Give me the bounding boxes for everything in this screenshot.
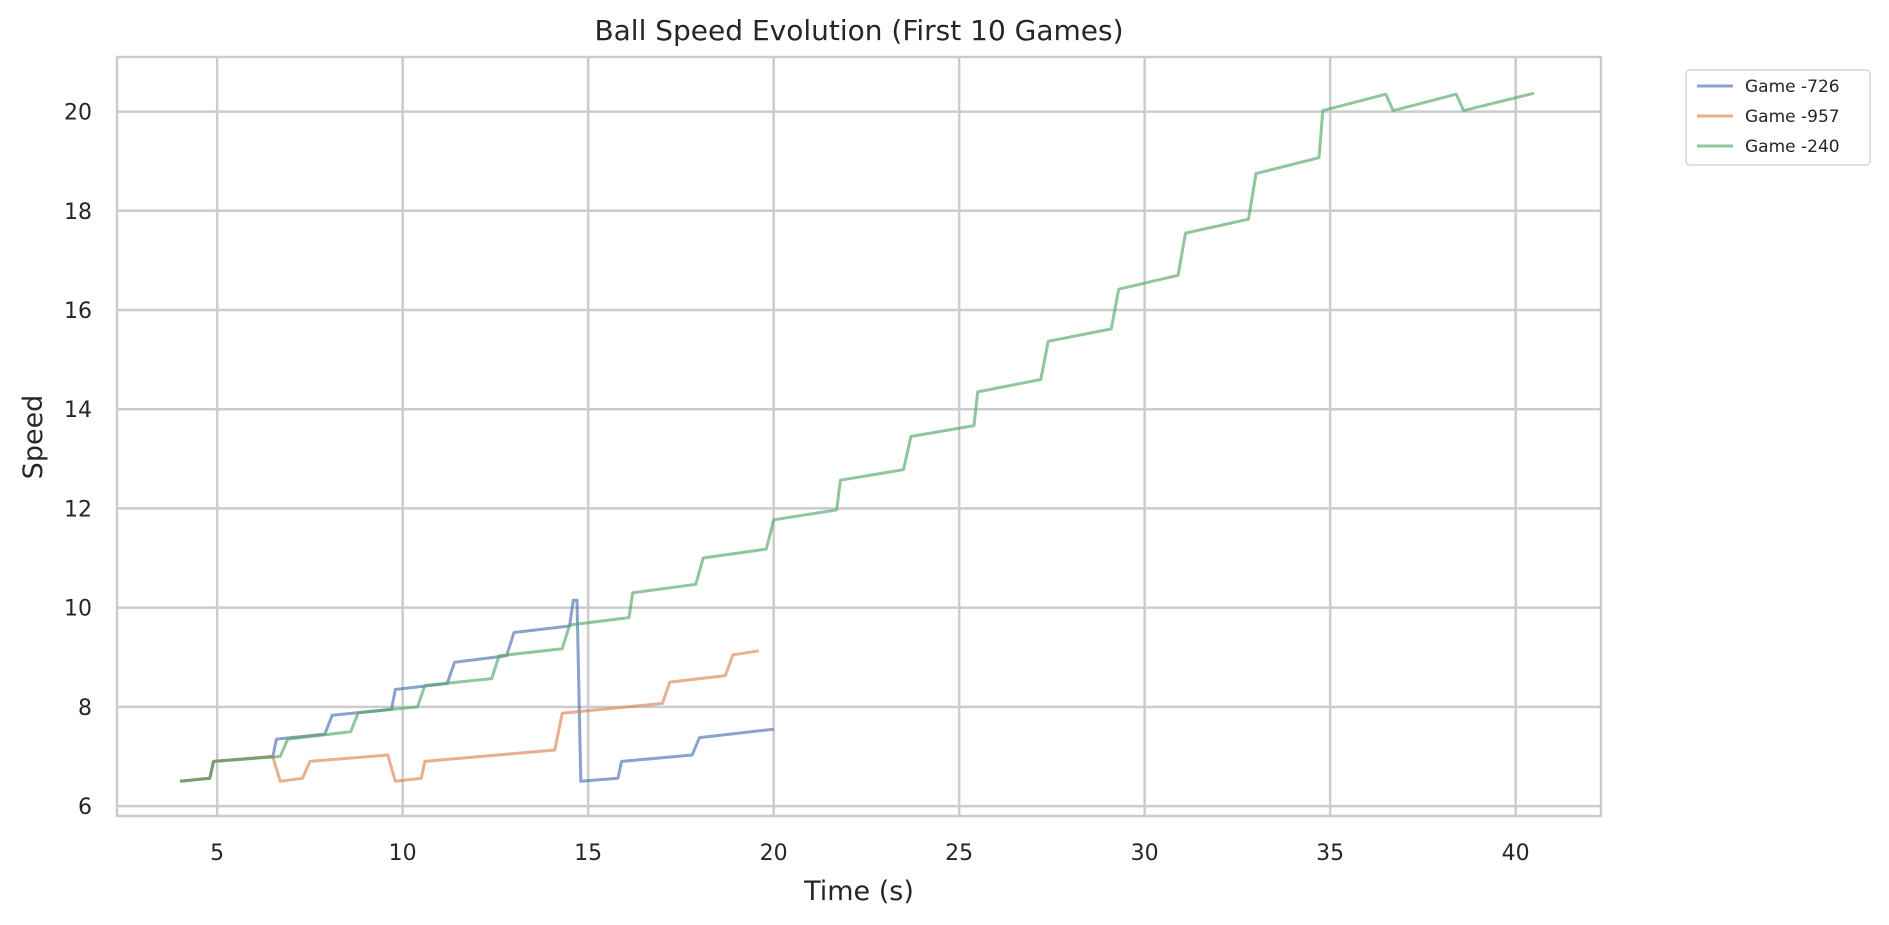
plot-frame bbox=[115, 55, 1603, 818]
legend-label-1: Game -726 bbox=[1745, 77, 1840, 97]
y-tick-label: 8 bbox=[78, 696, 92, 721]
x-tick-labels: 5 10 15 20 25 30 35 40 bbox=[210, 841, 1530, 866]
x-tick-label: 10 bbox=[389, 841, 417, 866]
x-tick-label: 15 bbox=[574, 841, 602, 866]
x-axis-title: Time (s) bbox=[803, 876, 914, 907]
plot-background bbox=[117, 57, 1601, 816]
x-tick-label: 25 bbox=[945, 841, 973, 866]
x-tick-label: 35 bbox=[1316, 841, 1344, 866]
y-tick-label: 18 bbox=[64, 200, 92, 225]
x-tick-label: 40 bbox=[1502, 841, 1530, 866]
chart-title: Ball Speed Evolution (First 10 Games) bbox=[594, 14, 1123, 47]
y-tick-labels: 6 8 10 12 14 16 18 20 bbox=[64, 101, 92, 821]
y-tick-label: 16 bbox=[64, 299, 92, 324]
y-tick-label: 6 bbox=[78, 795, 92, 820]
series-layer bbox=[179, 91, 1535, 783]
legend-label-3: Game -240 bbox=[1745, 137, 1840, 157]
series-line-3 bbox=[179, 91, 1535, 783]
x-tick-label: 20 bbox=[760, 841, 788, 866]
legend: Game -726 Game -957 Game -240 bbox=[1685, 69, 1871, 166]
series-line-1 bbox=[179, 598, 774, 783]
y-tick-label: 14 bbox=[64, 398, 92, 423]
legend-box bbox=[1685, 69, 1871, 166]
y-axis-title: Speed bbox=[18, 395, 49, 480]
y-tick-label: 10 bbox=[64, 597, 92, 622]
y-tick-label: 12 bbox=[64, 497, 92, 522]
grid bbox=[117, 57, 1601, 816]
x-tick-label: 30 bbox=[1131, 841, 1159, 866]
legend-label-2: Game -957 bbox=[1745, 107, 1840, 127]
x-tick-label: 5 bbox=[210, 841, 224, 866]
y-tick-label: 20 bbox=[64, 101, 92, 126]
